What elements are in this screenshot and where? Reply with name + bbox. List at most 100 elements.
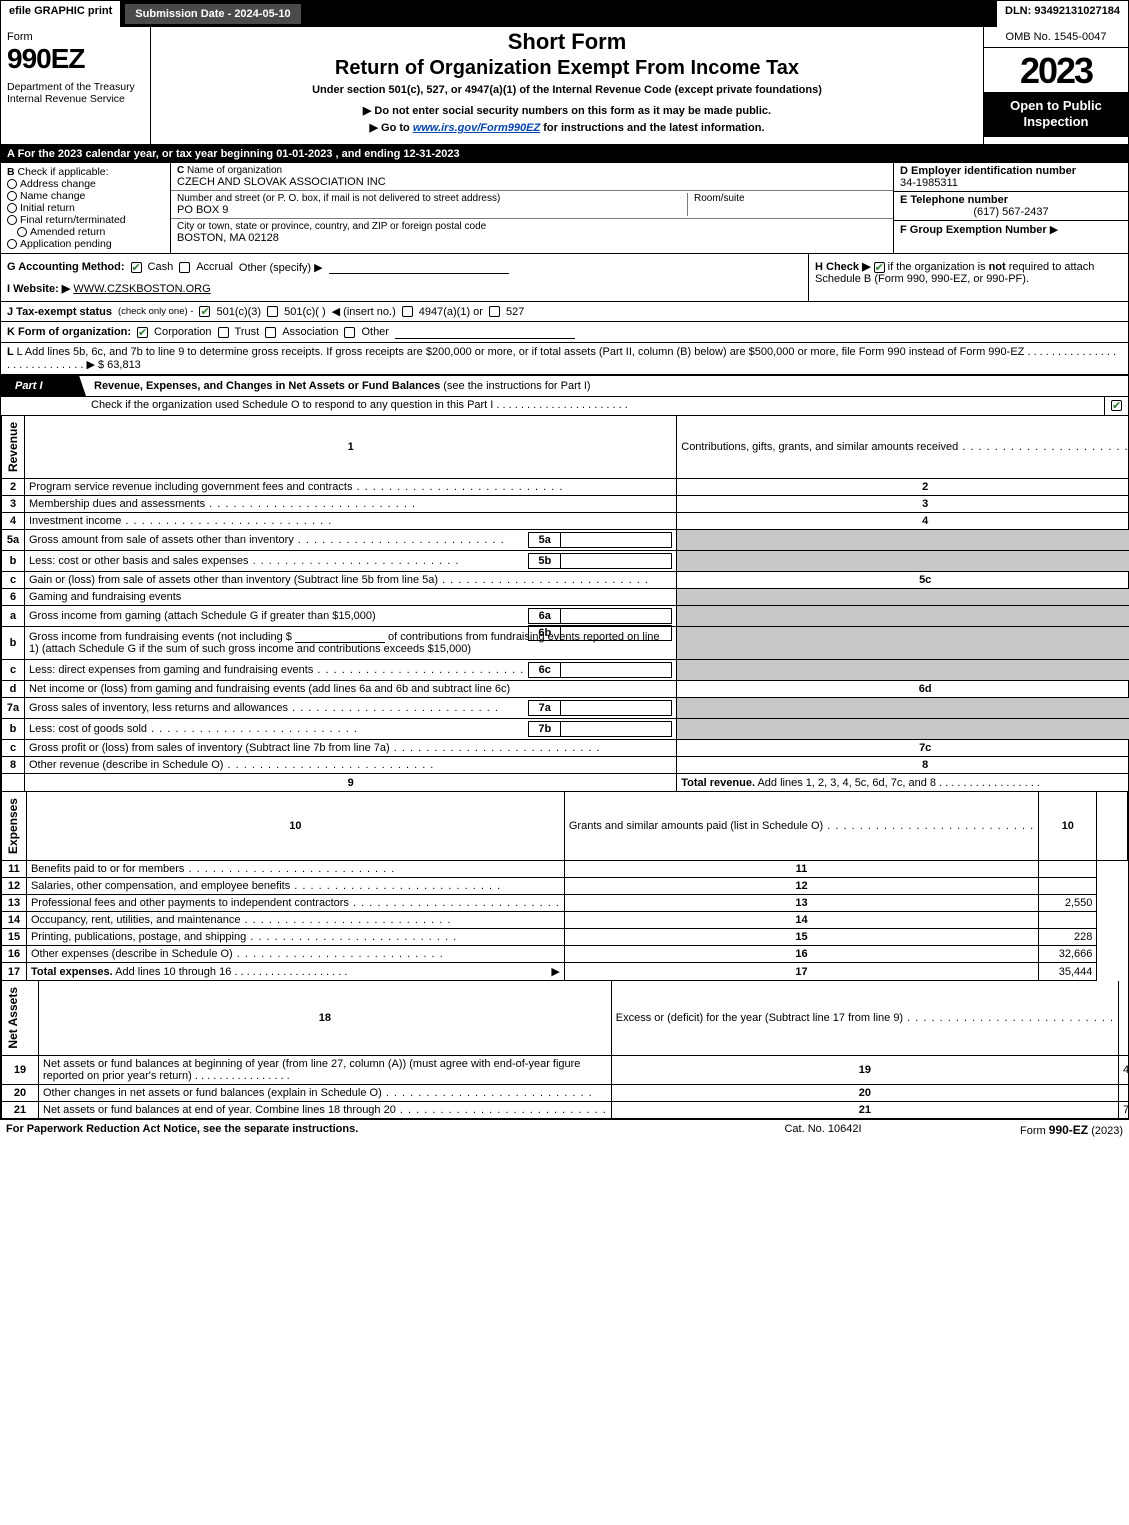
- phone-value: (617) 567-2437: [900, 206, 1122, 218]
- line-15: 15 Printing, publications, postage, and …: [2, 929, 1128, 946]
- irs-label: Internal Revenue Service: [7, 93, 144, 105]
- line-18: Net Assets 18 Excess or (deficit) for th…: [2, 981, 1129, 1055]
- room-suite-label: Room/suite: [687, 193, 887, 216]
- line-6b: b Gross income from fundraising events (…: [2, 627, 1129, 660]
- form-header: Form 990EZ Department of the Treasury In…: [1, 27, 1128, 145]
- form-ref: Form 990-EZ (2023): [923, 1123, 1123, 1137]
- line-19-amount: 41,981: [1119, 1055, 1129, 1084]
- checkbox-501c3[interactable]: [199, 306, 210, 317]
- arrow-icon: ▶: [551, 965, 559, 978]
- dln-label: DLN: 93492131027184: [995, 1, 1128, 27]
- checkbox-icon[interactable]: [7, 215, 17, 225]
- dept-label: Department of the Treasury: [7, 81, 144, 93]
- checkbox-icon[interactable]: [7, 179, 17, 189]
- line-6c: c Less: direct expenses from gaming and …: [2, 660, 1129, 681]
- checkbox-corporation[interactable]: [137, 327, 148, 338]
- line-8: 8 Other revenue (describe in Schedule O)…: [2, 757, 1129, 774]
- other-org-field[interactable]: [395, 325, 575, 339]
- checkbox-501c[interactable]: [267, 306, 278, 317]
- line-21: 21 Net assets or fund balances at end of…: [2, 1101, 1129, 1118]
- checkbox-icon[interactable]: [7, 203, 17, 213]
- checkbox-schedule-o[interactable]: [1111, 400, 1122, 411]
- checkbox-accrual[interactable]: [179, 262, 190, 273]
- line-5a: 5a Gross amount from sale of assets othe…: [2, 530, 1129, 551]
- open-inspection: Open to Public Inspection: [984, 92, 1128, 137]
- line-5c: c Gain or (loss) from sale of assets oth…: [2, 572, 1129, 589]
- ein-label: D Employer identification number: [900, 165, 1076, 177]
- revenue-sidebar: Revenue: [6, 418, 20, 476]
- website-value[interactable]: WWW.CZSKBOSTON.ORG: [73, 283, 210, 295]
- line-2: 2 Program service revenue including gove…: [2, 479, 1129, 496]
- row-a-tax-year: A For the 2023 calendar year, or tax yea…: [1, 145, 1128, 163]
- part-1-header: Part I Revenue, Expenses, and Changes in…: [1, 375, 1128, 397]
- line-6a: a Gross income from gaming (attach Sched…: [2, 606, 1129, 627]
- line-20: 20 Other changes in net assets or fund b…: [2, 1084, 1129, 1101]
- form-990ez: efile GRAPHIC print Submission Date - 20…: [0, 0, 1129, 1120]
- section-c: C Name of organization CZECH AND SLOVAK …: [171, 163, 893, 253]
- checkbox-other-org[interactable]: [344, 327, 355, 338]
- checkbox-icon[interactable]: [7, 239, 17, 249]
- checkbox-icon[interactable]: [17, 227, 27, 237]
- checkbox-schedule-b[interactable]: [874, 262, 885, 273]
- group-exemption-label: F Group Exemption Number: [900, 224, 1047, 236]
- tax-year: 2023: [984, 48, 1128, 92]
- part1-lines: Revenue 1 Contributions, gifts, grants, …: [1, 416, 1129, 792]
- line-5b: b Less: cost or other basis and sales ex…: [2, 551, 1129, 572]
- section-h: H Check ▶ if the organization is not req…: [808, 254, 1128, 301]
- catalog-number: Cat. No. 10642I: [723, 1123, 923, 1137]
- net-assets-sidebar: Net Assets: [6, 983, 20, 1053]
- website-label: I Website: ▶: [7, 283, 70, 295]
- line-15-amount: 228: [1039, 929, 1097, 946]
- top-bar: efile GRAPHIC print Submission Date - 20…: [1, 1, 1128, 27]
- line-6: 6 Gaming and fundraising events: [2, 589, 1129, 606]
- row-k: K Form of organization: Corporation Trus…: [1, 322, 1128, 343]
- line-7a: 7a Gross sales of inventory, less return…: [2, 698, 1129, 719]
- line-3: 3 Membership dues and assessments 3 735: [2, 496, 1129, 513]
- checkbox-cash[interactable]: [131, 262, 142, 273]
- header-center: Short Form Return of Organization Exempt…: [151, 27, 983, 144]
- line-9: 9 Total revenue. Add lines 1, 2, 3, 4, 5…: [2, 774, 1129, 792]
- schedule-o-check-row: Check if the organization used Schedule …: [1, 397, 1128, 416]
- line-20-amount: 0: [1119, 1084, 1129, 1101]
- checkbox-icon[interactable]: [7, 191, 17, 201]
- goto-line: ▶ Go to www.irs.gov/Form990EZ for instru…: [159, 121, 975, 134]
- line-14: 14 Occupancy, rent, utilities, and maint…: [2, 912, 1128, 929]
- arrow-icon: ▶: [1050, 224, 1058, 236]
- contributions-field[interactable]: [295, 629, 385, 643]
- line-13: 13 Professional fees and other payments …: [2, 895, 1128, 912]
- line-16: 16 Other expenses (describe in Schedule …: [2, 946, 1128, 963]
- efile-label[interactable]: efile GRAPHIC print: [1, 1, 122, 27]
- row-g-h: G Accounting Method: Cash Accrual Other …: [1, 254, 1128, 302]
- section-d-e-f: D Employer identification number 34-1985…: [893, 163, 1128, 253]
- net-assets-lines: Net Assets 18 Excess or (deficit) for th…: [1, 981, 1129, 1119]
- checkbox-4947[interactable]: [402, 306, 413, 317]
- line-17: 17 Total expenses. Add lines 10 through …: [2, 963, 1128, 981]
- line-16-amount: 32,666: [1039, 946, 1097, 963]
- paperwork-notice: For Paperwork Reduction Act Notice, see …: [6, 1123, 723, 1137]
- line-19: 19 Net assets or fund balances at beginn…: [2, 1055, 1129, 1084]
- header-left: Form 990EZ Department of the Treasury In…: [1, 27, 151, 144]
- submission-date: Submission Date - 2024-05-10: [124, 3, 301, 25]
- title-short-form: Short Form: [159, 29, 975, 55]
- line-21-amount: 70,350: [1119, 1101, 1129, 1118]
- row-j: J Tax-exempt status (check only one) - 5…: [1, 302, 1128, 322]
- ssn-warning: ▶ Do not enter social security numbers o…: [159, 104, 975, 117]
- irs-link[interactable]: www.irs.gov/Form990EZ: [413, 122, 540, 134]
- page-footer: For Paperwork Reduction Act Notice, see …: [0, 1120, 1129, 1140]
- line-6d: d Net income or (loss) from gaming and f…: [2, 681, 1129, 698]
- checkbox-trust[interactable]: [218, 327, 229, 338]
- line-1: Revenue 1 Contributions, gifts, grants, …: [2, 416, 1129, 479]
- section-b: B Check if applicable: Address change Na…: [1, 163, 171, 253]
- part-tag: Part I: [1, 376, 86, 396]
- header-right: OMB No. 1545-0047 2023 Open to Public In…: [983, 27, 1128, 144]
- line-13-amount: 2,550: [1039, 895, 1097, 912]
- other-specify-field[interactable]: [329, 260, 509, 274]
- line-10: Expenses 10 Grants and similar amounts p…: [2, 792, 1128, 861]
- phone-label: E Telephone number: [900, 194, 1008, 206]
- checkbox-527[interactable]: [489, 306, 500, 317]
- expenses-sidebar: Expenses: [6, 794, 20, 858]
- checkbox-association[interactable]: [265, 327, 276, 338]
- line-12: 12 Salaries, other compensation, and emp…: [2, 878, 1128, 895]
- line-11: 11 Benefits paid to or for members 11: [2, 861, 1128, 878]
- form-number: 990EZ: [7, 43, 144, 75]
